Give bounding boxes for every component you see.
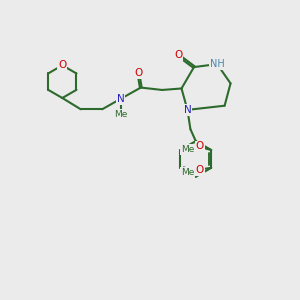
Text: NH: NH <box>210 59 224 69</box>
Text: O: O <box>58 60 66 70</box>
Text: O: O <box>174 50 183 60</box>
Text: N: N <box>184 105 191 115</box>
Text: N: N <box>117 94 124 104</box>
Text: O: O <box>196 165 204 175</box>
Text: Me: Me <box>181 145 194 154</box>
Text: O: O <box>196 141 204 152</box>
Text: O: O <box>134 68 142 78</box>
Text: Me: Me <box>114 110 127 119</box>
Text: Me: Me <box>181 168 194 177</box>
